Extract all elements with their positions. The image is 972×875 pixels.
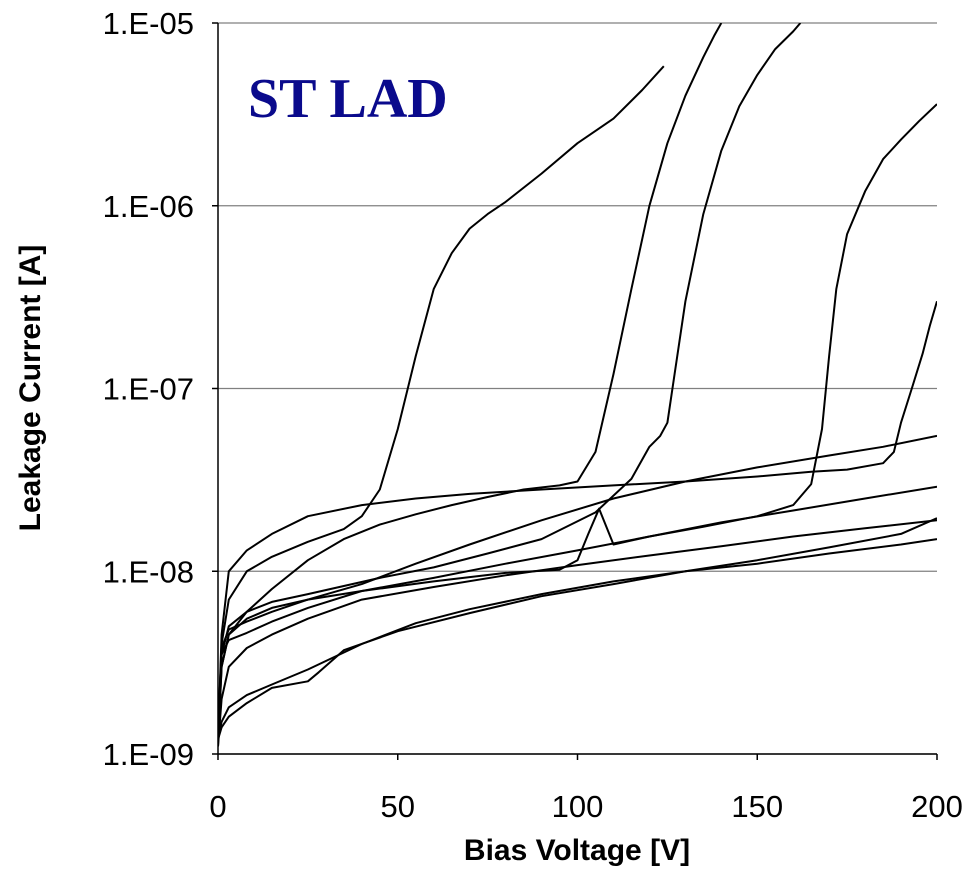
y-tick-label: 1.E-09 — [103, 737, 194, 772]
series-line-6 — [218, 434, 937, 734]
axes — [212, 22, 938, 760]
series-line-5 — [218, 301, 937, 740]
x-tick-label: 200 — [911, 789, 963, 824]
series-line-4 — [218, 103, 937, 740]
series-line-9 — [218, 517, 937, 740]
x-tick-label: 150 — [731, 789, 783, 824]
x-tick-label: 100 — [552, 789, 604, 824]
gridlines — [218, 22, 937, 755]
data-series — [218, 23, 937, 747]
chart-title: ST LAD — [248, 68, 448, 130]
y-tick-label: 1.E-07 — [103, 372, 194, 407]
series-line-2 — [218, 23, 723, 747]
x-tick-label: 50 — [381, 789, 415, 824]
series-line-1 — [218, 65, 665, 740]
y-tick-label: 1.E-06 — [103, 189, 194, 224]
series-line-10 — [218, 538, 937, 740]
series-line-7 — [218, 485, 937, 740]
x-axis-label: Bias Voltage [V] — [464, 834, 690, 867]
y-tick-label: 1.E-05 — [103, 6, 194, 41]
y-axis-label: Leakage Current [A] — [14, 245, 47, 532]
tick-labels: 1.E-09 1.E-08 1.E-07 1.E-06 1.E-05 0 50 100 150 2… — [103, 6, 963, 824]
y-tick-label: 1.E-08 — [103, 554, 194, 589]
series-line-3 — [218, 23, 802, 740]
x-tick-label: 0 — [209, 789, 226, 824]
series-line-8 — [218, 519, 937, 747]
